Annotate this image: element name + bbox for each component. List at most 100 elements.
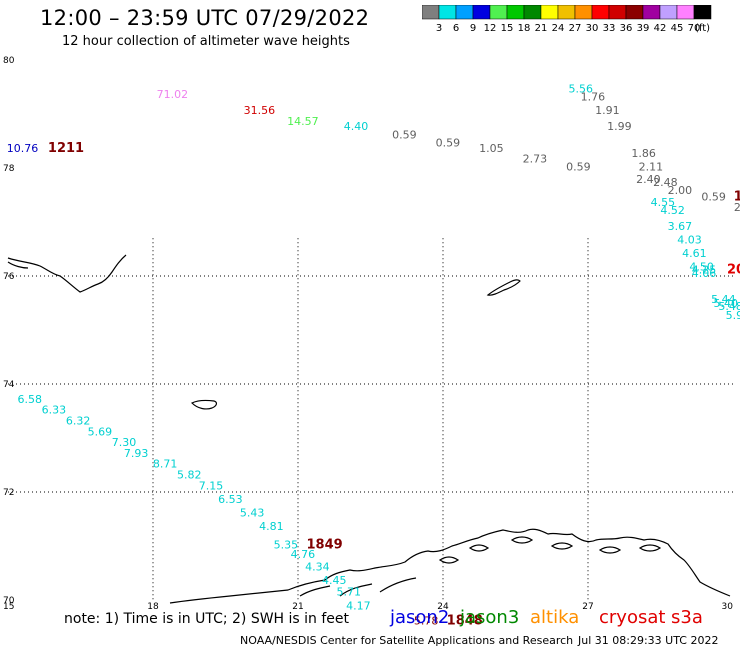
swh-value-label: 4.81 bbox=[259, 520, 284, 533]
longitude-label: 27 bbox=[582, 602, 593, 612]
latitude-label: 74 bbox=[3, 380, 15, 390]
swh-value-label: 4.17 bbox=[346, 600, 371, 613]
color-scale-label: 15 bbox=[501, 23, 514, 34]
kong-karls-land bbox=[486, 279, 521, 296]
color-scale-label: 36 bbox=[620, 23, 633, 34]
swh-value-label: 0.59 bbox=[436, 136, 461, 149]
swh-value-label: 5.78 bbox=[414, 614, 439, 627]
latitude-label: 70 bbox=[3, 596, 15, 606]
swh-value-label: 1.05 bbox=[479, 142, 504, 155]
bear-island bbox=[190, 399, 218, 410]
color-scale-legend: 3 6 9 12 15 18 21 24 27 30 33 36 39 42 45 70(ft) bbox=[422, 5, 712, 34]
swh-value-label: 5.48 bbox=[718, 300, 740, 313]
swh-value-label: 1.76 bbox=[581, 91, 606, 104]
wave-height-observations: 10.76 1211 71.02 31.56 14.57 4.40 0.59 0.59 1.05… bbox=[7, 82, 740, 628]
swh-value-label: 5.71 bbox=[337, 586, 362, 599]
swh-value-label: 4.40 bbox=[344, 120, 369, 133]
color-scale-label: 33 bbox=[603, 23, 616, 34]
coastline bbox=[7, 254, 731, 604]
timestamp: Jul 31 08:29:33 UTC 2022 bbox=[578, 634, 719, 647]
swh-value-label: 2.73 bbox=[523, 153, 548, 166]
satellite-jason2: jason2 bbox=[390, 607, 450, 628]
swh-value-label: 6.58 bbox=[18, 393, 43, 406]
swh-value-label: 5.82 bbox=[177, 469, 202, 482]
color-scale-label: 12 bbox=[484, 23, 497, 34]
swh-value-label: 4.45 bbox=[322, 574, 347, 587]
swh-value-label: 3.67 bbox=[668, 220, 693, 233]
swh-value-label: 5.69 bbox=[88, 425, 113, 438]
latitude-label: 80 bbox=[3, 56, 15, 66]
color-scale-label: 3 bbox=[436, 23, 442, 34]
swh-value-label: 4.03 bbox=[677, 234, 702, 247]
swh-value-label: 5.35 bbox=[274, 539, 299, 552]
latitude-label: 78 bbox=[3, 164, 15, 174]
swh-value-label: 1848 bbox=[447, 613, 483, 628]
latitude-label: 72 bbox=[3, 488, 14, 498]
color-scale-label: 42 bbox=[654, 23, 667, 34]
swh-value-label: 0.59 bbox=[392, 128, 417, 141]
longitude-label: 18 bbox=[147, 602, 159, 612]
color-scale-label: 21 bbox=[535, 23, 548, 34]
units-note: note: 1) Time is in UTC; 2) SWH is in fe… bbox=[64, 611, 350, 627]
longitude-label: 24 bbox=[437, 602, 449, 612]
longitude-label: 21 bbox=[292, 602, 303, 612]
swh-value-label: 1.86 bbox=[631, 147, 656, 160]
page-subtitle: 12 hour collection of altimeter wave hei… bbox=[62, 34, 350, 49]
swh-value-label: 4.55 bbox=[651, 196, 676, 209]
swh-value-label: 2.40 bbox=[636, 173, 661, 186]
color-scale-label: 9 bbox=[470, 23, 476, 34]
swh-value-label: 4.52 bbox=[660, 204, 685, 217]
color-swatch bbox=[693, 5, 712, 20]
swh-value-label: 5.56 bbox=[569, 82, 594, 95]
color-scale-unit: (ft) bbox=[695, 23, 710, 34]
swh-value-label: 7.15 bbox=[199, 479, 224, 492]
swh-value-label: 1.91 bbox=[595, 104, 620, 117]
color-scale-label: 70 bbox=[688, 23, 701, 34]
swh-value-label: 4.76 bbox=[291, 548, 316, 561]
satellite-cryosat: cryosat bbox=[599, 607, 666, 628]
swh-value-label: 4.25 bbox=[692, 263, 717, 276]
color-scale-label: 18 bbox=[518, 23, 531, 34]
norway-coast bbox=[169, 528, 731, 604]
swh-value-label: 2.4 bbox=[734, 201, 740, 214]
swh-value-label: 5.40 bbox=[714, 297, 739, 310]
credit-line: NOAA/NESDIS Center for Satellite Applica… bbox=[240, 634, 574, 647]
swh-value-label: 6.53 bbox=[218, 493, 243, 506]
swh-value-label: 7.93 bbox=[124, 447, 149, 460]
swh-value-label: 4.61 bbox=[682, 247, 707, 260]
page-title: 12:00 – 23:59 UTC 07/29/2022 bbox=[40, 6, 370, 30]
satellite-altika: altika bbox=[530, 607, 580, 628]
swh-value-label: 2.00 bbox=[668, 184, 693, 197]
swh-value-label: 31.56 bbox=[244, 104, 276, 117]
swh-value-label: 10.76 bbox=[7, 142, 39, 155]
swh-value-label: 5.43 bbox=[240, 506, 265, 519]
swh-value-label: 4.50 bbox=[689, 261, 714, 274]
swh-value-label: 1211 bbox=[48, 141, 84, 156]
satellite-s3a: s3a bbox=[671, 607, 703, 628]
color-scale-label: 24 bbox=[552, 23, 565, 34]
map-graticule bbox=[8, 238, 733, 600]
color-scale-label: 27 bbox=[569, 23, 582, 34]
longitude-label: 15 bbox=[3, 602, 14, 612]
latitude-label: 76 bbox=[3, 272, 15, 282]
swh-value-label: 6.33 bbox=[42, 404, 67, 417]
color-scale-label: 6 bbox=[453, 23, 459, 34]
norway-fjord-islands bbox=[438, 536, 662, 564]
swh-value-label: 0.59 bbox=[701, 190, 726, 203]
swh-value-label: 2.11 bbox=[639, 161, 664, 174]
swh-value-label: 71.02 bbox=[157, 88, 189, 101]
longitude-label: 30 bbox=[722, 602, 734, 612]
color-scale-label: 30 bbox=[586, 23, 599, 34]
swh-value-label: 17 bbox=[734, 189, 740, 204]
color-scale-label: 39 bbox=[637, 23, 650, 34]
svalbard-coast bbox=[7, 254, 127, 293]
color-scale-label: 45 bbox=[671, 23, 684, 34]
swh-value-label: 0.59 bbox=[566, 161, 591, 174]
swh-value-label: 7.30 bbox=[112, 436, 137, 449]
swh-value-label: 1.99 bbox=[607, 120, 632, 133]
swh-value-label: 8.71 bbox=[153, 458, 178, 471]
swh-value-label: 6.32 bbox=[66, 415, 91, 428]
swh-value-label: 4.34 bbox=[305, 560, 330, 573]
swh-value-label: 4.06 bbox=[692, 267, 717, 280]
